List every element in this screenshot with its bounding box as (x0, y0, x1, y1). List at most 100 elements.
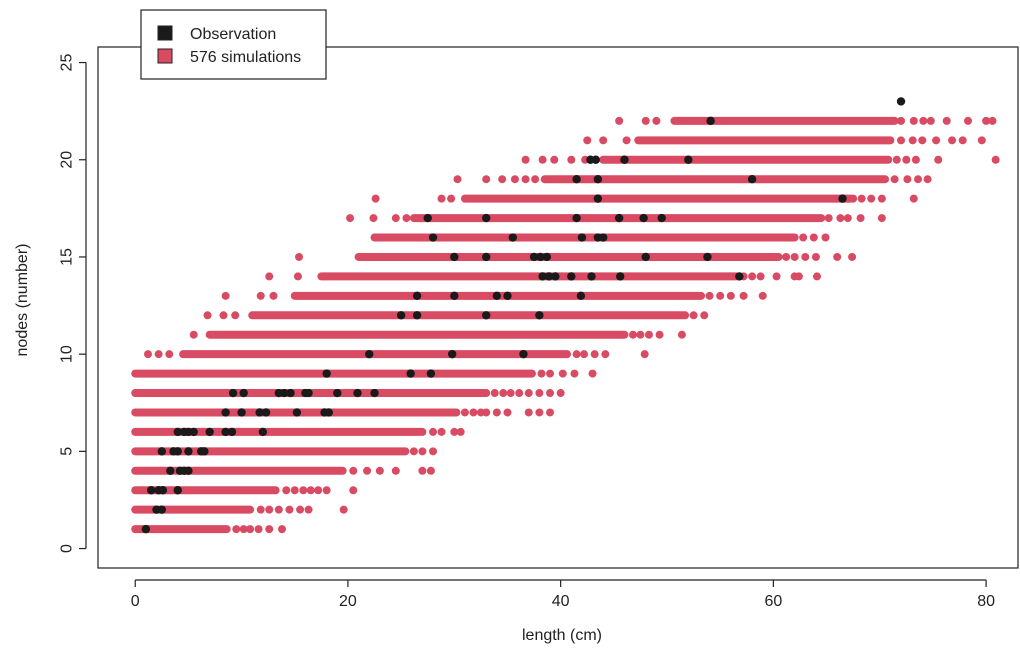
simulation-point (221, 291, 230, 300)
observation-point (577, 233, 587, 242)
simulation-point (856, 214, 865, 223)
simulation-point (655, 330, 664, 339)
simulation-point (231, 311, 240, 320)
simulation-point (524, 389, 533, 398)
observation-point (576, 291, 586, 301)
simulation-point (809, 233, 818, 242)
simulation-point (914, 175, 923, 184)
simulation-point (546, 389, 555, 398)
observation-point (684, 155, 693, 164)
simulation-point (689, 311, 698, 320)
simulation-point (982, 116, 991, 125)
simulation-point (599, 136, 608, 145)
observation-point (450, 252, 459, 262)
observation-point (189, 427, 198, 437)
simulation-point (934, 155, 943, 164)
observation-point (141, 524, 151, 534)
x-tick-label: 60 (764, 593, 782, 610)
simulation-point (758, 291, 767, 300)
observation-point (551, 272, 560, 281)
simulation-point (911, 155, 920, 164)
simulation-point (811, 252, 820, 261)
observation-point (639, 213, 648, 223)
simulation-point (363, 466, 372, 475)
simulation-point (628, 330, 637, 339)
simulation-point (919, 116, 928, 125)
simulation-point (524, 408, 533, 417)
simulation-point (314, 486, 323, 495)
simulation-point (426, 466, 435, 475)
observation-point (412, 311, 422, 320)
simulation-point (349, 466, 358, 475)
simulation-point (456, 427, 465, 436)
observation-point (292, 408, 302, 417)
simulation-point (391, 214, 400, 223)
simulation-point (836, 214, 845, 223)
simulation-point (447, 194, 456, 203)
observation-point (173, 447, 182, 456)
simulation-point (700, 311, 709, 320)
simulation-point (469, 408, 478, 417)
simulation-point (572, 350, 581, 359)
simulation-point (821, 233, 830, 242)
simulation-point (908, 136, 917, 145)
simulation-point (531, 175, 540, 184)
simulation-point (892, 155, 901, 164)
observation-point (428, 233, 438, 242)
y-tick-label: 15 (59, 248, 76, 266)
simulation-point (506, 389, 515, 398)
x-tick-label: 0 (131, 593, 140, 610)
observation-point (157, 447, 167, 456)
simulation-point (790, 252, 799, 261)
simulation-point (402, 214, 411, 223)
observation-point (406, 369, 415, 378)
observation-point (173, 486, 182, 495)
y-tick-label: 10 (59, 345, 76, 363)
observation-point (572, 213, 581, 223)
simulation-point (256, 505, 265, 514)
simulation-point (932, 136, 941, 145)
simulation-point (799, 233, 808, 242)
observation-point (184, 466, 193, 475)
simulation-point (615, 116, 624, 125)
observation-point (896, 97, 906, 106)
simulation-point (391, 466, 400, 475)
simulation-point (641, 116, 650, 125)
simulation-point (296, 505, 305, 514)
observation-point (519, 349, 528, 359)
observation-point (279, 388, 289, 398)
simulation-point (375, 466, 384, 475)
observation-point (620, 155, 629, 164)
legend-label-observation: Observation (190, 26, 276, 43)
x-tick-label: 20 (339, 593, 357, 610)
simulation-point (515, 389, 524, 398)
simulation-point (909, 194, 918, 203)
legend-swatch-observation (157, 25, 173, 41)
simulation-point (903, 175, 912, 184)
observation-point (304, 388, 313, 398)
observation-point (703, 252, 712, 262)
simulation-point (269, 291, 278, 300)
observation-point (426, 369, 436, 378)
simulation-point (450, 427, 459, 436)
observation-point (157, 505, 167, 514)
simulation-point (535, 389, 544, 398)
simulation-point (601, 350, 610, 359)
legend-label-simulations: 576 simulations (190, 49, 301, 66)
observation-point (423, 213, 432, 223)
observation-point (535, 311, 544, 320)
simulation-point (918, 136, 927, 145)
legend: Observation 576 simulations (140, 9, 327, 80)
simulation-point (558, 369, 567, 378)
simulation-point (794, 272, 803, 281)
simulation-point (299, 486, 308, 495)
observation-point (447, 349, 457, 359)
simulation-point (782, 252, 791, 261)
simulation-point (339, 505, 348, 514)
observation-point (166, 466, 175, 475)
observation-point (544, 272, 554, 281)
simulation-point (510, 175, 519, 184)
observation-point (536, 252, 545, 262)
observation-point (227, 427, 237, 437)
